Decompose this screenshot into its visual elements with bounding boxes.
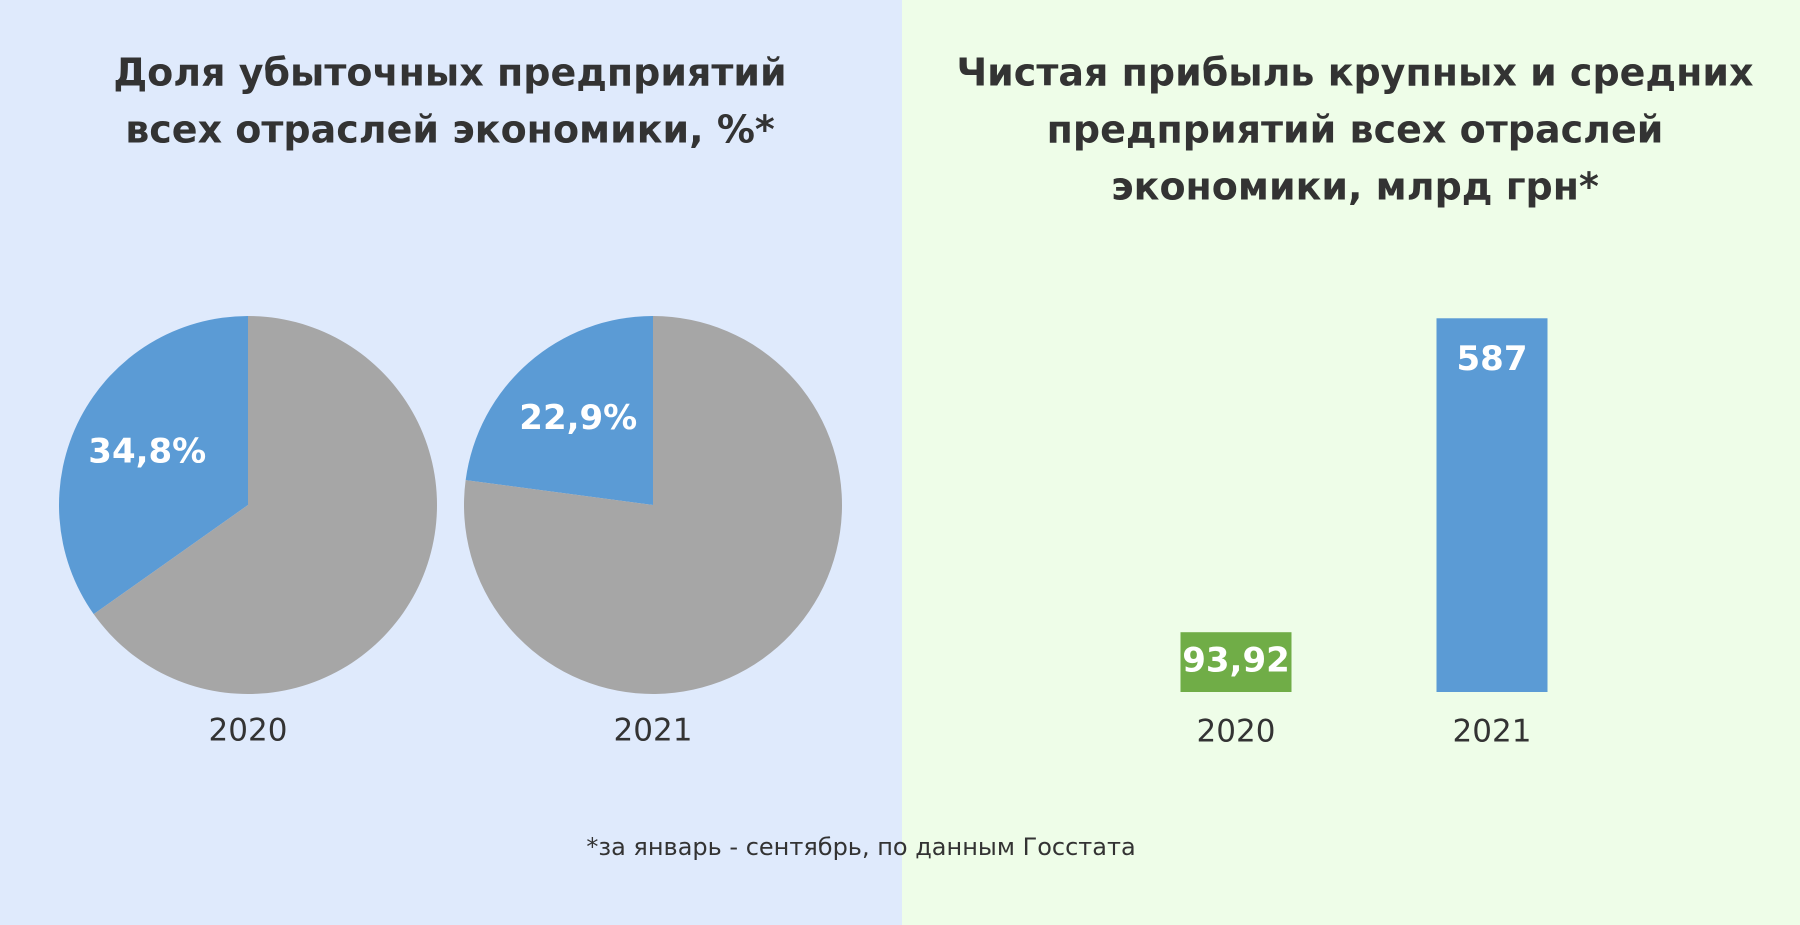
x-tick-label: 2021 bbox=[1453, 714, 1532, 750]
chart-title: экономики, млрд грн* bbox=[1111, 165, 1599, 209]
bar bbox=[1180, 632, 1292, 692]
value-label: 34,8% bbox=[88, 431, 206, 471]
right-panel bbox=[902, 0, 1800, 925]
x-tick-label: 2020 bbox=[1197, 714, 1276, 750]
chart-title: Чистая прибыль крупных и средних bbox=[956, 51, 1753, 95]
pie-slice bbox=[465, 316, 653, 505]
pie-label: 2020 bbox=[209, 713, 288, 749]
chart-title: предприятий всех отраслей bbox=[1047, 108, 1664, 152]
bar bbox=[1436, 318, 1548, 692]
value-label: 22,9% bbox=[519, 398, 637, 438]
pie-slice bbox=[93, 316, 437, 694]
chart-title: Доля убыточных предприятий bbox=[113, 51, 786, 95]
pie-slice bbox=[58, 316, 248, 615]
chart-title: всех отраслей экономики, %* bbox=[125, 108, 775, 152]
value-label: 93,92 bbox=[1182, 641, 1290, 681]
value-label: 587 bbox=[1457, 339, 1528, 379]
footnote: *за январь - сентябрь, по данным Госстат… bbox=[586, 833, 1135, 861]
pie-label: 2021 bbox=[614, 713, 693, 749]
pie-slice bbox=[464, 316, 842, 694]
